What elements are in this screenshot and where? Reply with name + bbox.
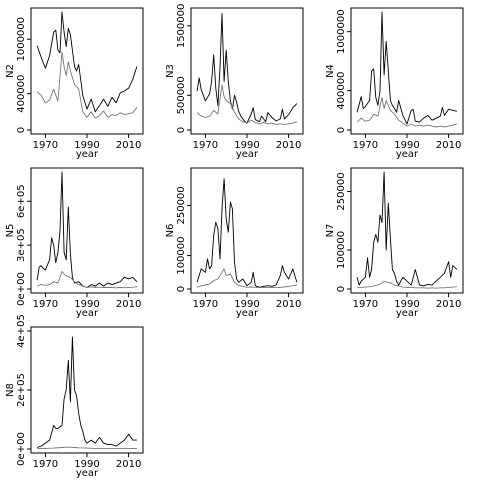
plot-frame (190, 7, 304, 135)
x-tick-label: 2010 (116, 299, 141, 310)
panel-3: 1970 1990 2010 0 400000 1000000 year N4 (325, 7, 464, 160)
x-tick-label: 1990 (394, 140, 419, 151)
series-line-black (36, 171, 138, 288)
y-tick-label: 0 (176, 127, 187, 133)
series-line-grey (196, 84, 298, 125)
plot-frame (30, 7, 144, 135)
y-tick-label: 6e+05 (16, 184, 27, 218)
x-axis-label: year (76, 149, 99, 160)
series-line-grey (36, 270, 137, 289)
x-tick-label: 1970 (353, 299, 378, 310)
series-line-black (196, 178, 298, 288)
plot-frame (190, 167, 304, 294)
series-line-black (356, 171, 458, 287)
panel-6: 1970 1990 2010 0 100000 250000 year N7 (325, 167, 464, 319)
panel-4: 1970 1990 2010 0e+00 3e+05 6e+05 year N5 (5, 167, 144, 319)
y-tick-label: 0e+00 (16, 272, 27, 306)
x-tick-label: 2010 (116, 140, 141, 151)
x-tick-label: 2010 (276, 299, 301, 310)
y-tick-label: 1000000 (16, 17, 27, 62)
y-tick-label: 0e+00 (16, 432, 27, 466)
y-tick-label: 0 (336, 286, 347, 292)
series-line-grey (356, 97, 458, 128)
y-tick-label: 400000 (336, 72, 347, 110)
x-axis-label: year (396, 308, 419, 319)
y-tick-label: 1000000 (336, 9, 347, 54)
panel-2: 1970 1990 2010 0 500000 1500000 year N3 (165, 4, 304, 160)
y-tick-label: 100000 (336, 231, 347, 269)
y-tick-label: 3e+05 (16, 228, 27, 262)
x-tick-label: 2010 (436, 299, 461, 310)
series-line-black (196, 12, 298, 124)
x-tick-label: 2010 (436, 140, 461, 151)
plot-frame (30, 326, 144, 454)
x-tick-label: 1970 (33, 299, 58, 310)
plot-frame (30, 167, 144, 294)
panel-1: 1970 1990 2010 0 400000 1000000 year N2 (5, 7, 144, 160)
x-tick-label: 1990 (74, 459, 99, 470)
y-axis-label: N4 (325, 64, 336, 78)
plot-frame (350, 7, 464, 135)
y-tick-label: 0 (16, 127, 27, 133)
x-axis-label: year (76, 308, 99, 319)
series-line-black (36, 11, 138, 113)
x-tick-label: 1990 (234, 299, 259, 310)
x-axis-label: year (236, 149, 259, 160)
x-tick-label: 1970 (353, 140, 378, 151)
y-tick-label: 4e+05 (16, 314, 27, 348)
y-tick-label: 500000 (176, 76, 187, 114)
y-tick-label: 0 (176, 286, 187, 292)
x-tick-label: 1970 (193, 299, 218, 310)
y-axis-label: N5 (5, 224, 16, 238)
series-line-black (36, 336, 137, 448)
x-tick-label: 1990 (234, 140, 259, 151)
series-line-grey (196, 268, 297, 289)
panel-7: 1970 1990 2010 0e+00 2e+05 4e+05 year N8 (5, 314, 144, 479)
x-tick-label: 2010 (116, 459, 141, 470)
x-axis-label: year (396, 149, 419, 160)
x-tick-label: 1990 (74, 140, 99, 151)
y-tick-label: 2e+05 (16, 373, 27, 407)
series-line-grey (36, 51, 138, 119)
series-line-black (356, 11, 458, 125)
x-tick-label: 1990 (394, 299, 419, 310)
y-tick-label: 0 (336, 127, 347, 133)
y-tick-label: 100000 (176, 236, 187, 274)
x-tick-label: 1970 (33, 459, 58, 470)
x-tick-label: 1970 (193, 140, 218, 151)
y-axis-label: N2 (5, 64, 16, 78)
x-tick-label: 1970 (33, 140, 58, 151)
y-axis-label: N6 (165, 224, 176, 238)
y-axis-label: N8 (5, 383, 16, 397)
y-axis-label: N7 (325, 224, 336, 238)
panel-5: 1970 1990 2010 0 100000 250000 year N6 (165, 167, 304, 319)
series-line-grey (37, 446, 137, 449)
x-axis-label: year (76, 468, 99, 479)
y-tick-label: 250000 (336, 172, 347, 210)
x-tick-label: 1990 (74, 299, 99, 310)
x-tick-label: 2010 (276, 140, 301, 151)
y-tick-label: 250000 (176, 186, 187, 224)
series-line-grey (357, 280, 457, 289)
y-tick-label: 400000 (16, 75, 27, 113)
y-axis-label: N3 (165, 64, 176, 78)
y-tick-label: 1500000 (176, 4, 187, 49)
x-axis-label: year (236, 308, 259, 319)
plot-frame (350, 167, 464, 294)
